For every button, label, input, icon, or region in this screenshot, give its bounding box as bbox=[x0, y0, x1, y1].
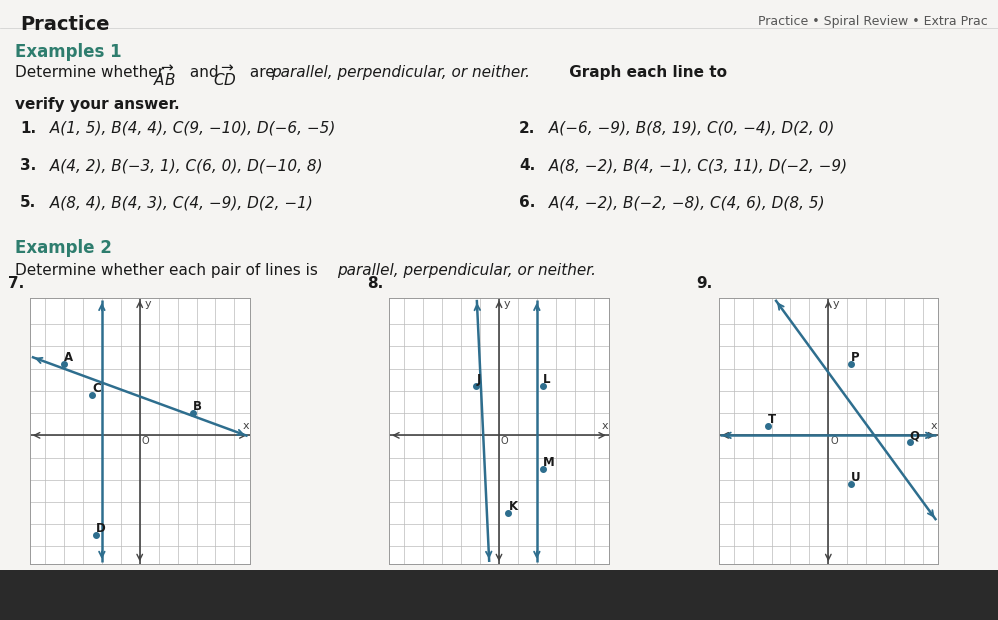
Text: Determine whether each pair of lines is: Determine whether each pair of lines is bbox=[15, 264, 322, 278]
Text: A: A bbox=[64, 352, 73, 365]
Text: parallel, perpendicular, or neither.: parallel, perpendicular, or neither. bbox=[271, 65, 531, 80]
Text: A(4, −2), B(−2, −8), C(4, 6), D(8, 5): A(4, −2), B(−2, −8), C(4, 6), D(8, 5) bbox=[544, 195, 824, 210]
Text: P: P bbox=[851, 352, 859, 365]
Text: Practice • Spiral Review • Extra Prac: Practice • Spiral Review • Extra Prac bbox=[758, 16, 988, 29]
Text: 2.: 2. bbox=[519, 121, 535, 136]
Text: parallel, perpendicular, or neither.: parallel, perpendicular, or neither. bbox=[337, 264, 597, 278]
Text: $\overrightarrow{AB}$: $\overrightarrow{AB}$ bbox=[153, 65, 176, 89]
Text: A(1, 5), B(4, 4), C(9, −10), D(−6, −5): A(1, 5), B(4, 4), C(9, −10), D(−6, −5) bbox=[45, 121, 335, 136]
Text: verify your answer.: verify your answer. bbox=[15, 97, 180, 112]
Text: L: L bbox=[543, 373, 550, 386]
Text: y: y bbox=[145, 299, 151, 309]
Text: T: T bbox=[767, 414, 775, 427]
Text: are: are bbox=[245, 65, 279, 80]
Text: C: C bbox=[93, 383, 101, 396]
Text: 6.: 6. bbox=[519, 195, 535, 210]
Text: K: K bbox=[508, 500, 518, 513]
Text: B: B bbox=[193, 400, 202, 413]
Text: O: O bbox=[142, 436, 150, 446]
Text: O: O bbox=[501, 436, 509, 446]
Text: Examples 1: Examples 1 bbox=[15, 43, 122, 61]
Text: A(4, 2), B(−3, 1), C(6, 0), D(−10, 8): A(4, 2), B(−3, 1), C(6, 0), D(−10, 8) bbox=[45, 158, 322, 173]
Text: Practice: Practice bbox=[20, 16, 110, 35]
Text: x: x bbox=[602, 421, 609, 431]
Text: A(8, −2), B(4, −1), C(3, 11), D(−2, −9): A(8, −2), B(4, −1), C(3, 11), D(−2, −9) bbox=[544, 158, 847, 173]
Text: A(8, 4), B(4, 3), C(4, −9), D(2, −1): A(8, 4), B(4, 3), C(4, −9), D(2, −1) bbox=[45, 195, 312, 210]
Text: y: y bbox=[504, 299, 510, 309]
Text: Q: Q bbox=[910, 429, 920, 442]
Text: 1.: 1. bbox=[20, 121, 36, 136]
Text: U: U bbox=[851, 471, 860, 484]
Text: x: x bbox=[243, 421, 250, 431]
Text: 7.: 7. bbox=[8, 277, 24, 291]
Text: Determine whether: Determine whether bbox=[15, 65, 169, 80]
Text: A(−6, −9), B(8, 19), C(0, −4), D(2, 0): A(−6, −9), B(8, 19), C(0, −4), D(2, 0) bbox=[544, 121, 834, 136]
Text: O: O bbox=[830, 436, 838, 446]
Text: x: x bbox=[931, 421, 938, 431]
Text: 3.: 3. bbox=[20, 158, 36, 173]
Text: Example 2: Example 2 bbox=[15, 239, 112, 257]
Text: $\overrightarrow{CD}$: $\overrightarrow{CD}$ bbox=[213, 65, 237, 89]
Text: J: J bbox=[476, 373, 481, 386]
Text: 8.: 8. bbox=[367, 277, 383, 291]
Text: 4.: 4. bbox=[519, 158, 535, 173]
Text: y: y bbox=[833, 299, 839, 309]
Text: and: and bbox=[185, 65, 224, 80]
Text: M: M bbox=[543, 456, 554, 469]
Text: 9.: 9. bbox=[697, 277, 713, 291]
Text: D: D bbox=[96, 522, 106, 535]
Text: Graph each line to: Graph each line to bbox=[564, 65, 727, 80]
Text: xample 3: xample 3 bbox=[5, 586, 84, 601]
Text: 5.: 5. bbox=[20, 195, 36, 210]
